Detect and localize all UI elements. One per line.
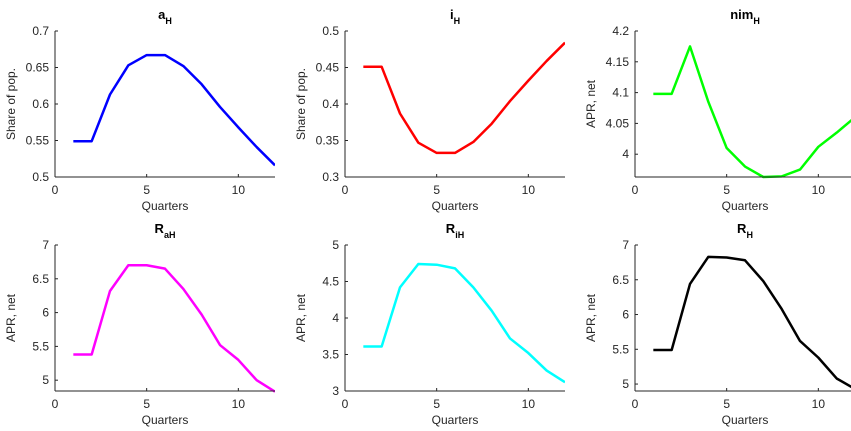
y-axis-label: APR, net xyxy=(294,293,308,342)
y-tick-label: 0.45 xyxy=(316,61,340,75)
y-tick-label: 0.3 xyxy=(322,170,339,184)
y-tick-label: 4.5 xyxy=(322,275,339,289)
y-axis-label: APR, net xyxy=(4,293,18,342)
data-line xyxy=(363,41,565,155)
y-tick-label: 0.5 xyxy=(32,170,49,184)
x-axis-label: Quarters xyxy=(142,199,189,213)
y-tick-label: 0.35 xyxy=(316,134,340,148)
y-tick-label: 0.4 xyxy=(322,97,339,111)
title-main: nim xyxy=(730,7,753,22)
x-axis-label: Quarters xyxy=(432,413,479,427)
x-tick-label: 5 xyxy=(723,397,730,411)
subplot-title: RH xyxy=(737,221,753,240)
y-tick-label: 3 xyxy=(332,384,339,398)
y-tick-label: 4.15 xyxy=(606,55,630,69)
y-tick-label: 4.05 xyxy=(606,116,630,130)
title-subscript: aH xyxy=(164,230,176,240)
subplot: iH 0 5 10 0.3 0.35 0.4 0.45 0.5 Quarters Share of … xyxy=(294,7,565,213)
y-tick-label: 4.2 xyxy=(612,24,629,38)
title-subscript: H xyxy=(165,16,172,26)
y-tick-label: 0.55 xyxy=(26,134,50,148)
data-line xyxy=(73,264,275,393)
subplot-title: iH xyxy=(450,7,460,26)
y-tick-label: 7 xyxy=(42,238,49,252)
title-main: R xyxy=(737,221,747,236)
x-tick-label: 10 xyxy=(522,183,536,197)
subplot: nimH 0 5 10 4 4.05 4.1 4.15 4.2 Quarters APR, net xyxy=(584,7,851,213)
y-tick-label: 6.5 xyxy=(32,272,49,286)
x-tick-label: 0 xyxy=(632,183,639,197)
title-main: R xyxy=(446,221,456,236)
y-tick-label: 0.6 xyxy=(32,97,49,111)
y-axis-label: APR, net xyxy=(584,293,598,342)
y-axis-label: Share of pop. xyxy=(294,68,308,140)
x-tick-label: 0 xyxy=(52,183,59,197)
x-tick-label: 5 xyxy=(433,397,440,411)
y-tick-label: 5 xyxy=(42,373,49,387)
subplot-title: RaH xyxy=(155,221,176,240)
data-line xyxy=(653,45,851,179)
y-tick-label: 5 xyxy=(622,377,629,391)
subplot: RiH 0 5 10 3 3.5 4 4.5 5 Quarters APR, net xyxy=(294,221,565,427)
data-line xyxy=(653,255,851,389)
x-tick-label: 0 xyxy=(342,397,349,411)
y-axis-label: APR, net xyxy=(584,79,598,128)
x-axis-label: Quarters xyxy=(432,199,479,213)
y-tick-label: 6 xyxy=(42,306,49,320)
x-axis-label: Quarters xyxy=(722,199,769,213)
y-tick-label: 0.7 xyxy=(32,24,49,38)
y-tick-label: 5 xyxy=(332,238,339,252)
y-tick-label: 0.5 xyxy=(322,24,339,38)
subplot-title: nimH xyxy=(730,7,760,26)
y-tick-label: 7 xyxy=(622,238,629,252)
y-axis-label: Share of pop. xyxy=(4,68,18,140)
title-subscript: H xyxy=(454,16,461,26)
subplot-title: aH xyxy=(158,7,172,26)
y-tick-label: 4 xyxy=(622,147,629,161)
title-main: R xyxy=(155,221,165,236)
y-tick-label: 4 xyxy=(332,311,339,325)
x-tick-label: 5 xyxy=(143,183,150,197)
x-tick-label: 0 xyxy=(52,397,59,411)
data-line xyxy=(73,53,275,167)
x-axis-label: Quarters xyxy=(142,413,189,427)
subplot: aH 0 5 10 0.5 0.55 0.6 0.65 0.7 Quarters Share of … xyxy=(4,7,275,213)
x-tick-label: 5 xyxy=(723,183,730,197)
y-tick-label: 6.5 xyxy=(612,273,629,287)
x-tick-label: 0 xyxy=(632,397,639,411)
x-tick-label: 10 xyxy=(812,183,826,197)
title-subscript: iH xyxy=(455,230,464,240)
y-tick-label: 3.5 xyxy=(322,348,339,362)
title-subscript: H xyxy=(753,16,760,26)
data-line xyxy=(363,262,565,384)
x-tick-label: 0 xyxy=(342,183,349,197)
x-tick-label: 10 xyxy=(522,397,536,411)
x-tick-label: 10 xyxy=(232,397,246,411)
y-tick-label: 4.1 xyxy=(612,86,629,100)
title-subscript: H xyxy=(746,230,753,240)
title-main: a xyxy=(158,7,166,22)
x-tick-label: 5 xyxy=(433,183,440,197)
y-tick-label: 5.5 xyxy=(612,342,629,356)
title-main: i xyxy=(450,7,454,22)
x-tick-label: 5 xyxy=(143,397,150,411)
y-tick-label: 6 xyxy=(622,308,629,322)
y-tick-label: 5.5 xyxy=(32,339,49,353)
y-tick-label: 0.65 xyxy=(26,61,50,75)
x-tick-label: 10 xyxy=(232,183,246,197)
x-tick-label: 10 xyxy=(812,397,826,411)
subplot-title: RiH xyxy=(446,221,464,240)
x-axis-label: Quarters xyxy=(722,413,769,427)
